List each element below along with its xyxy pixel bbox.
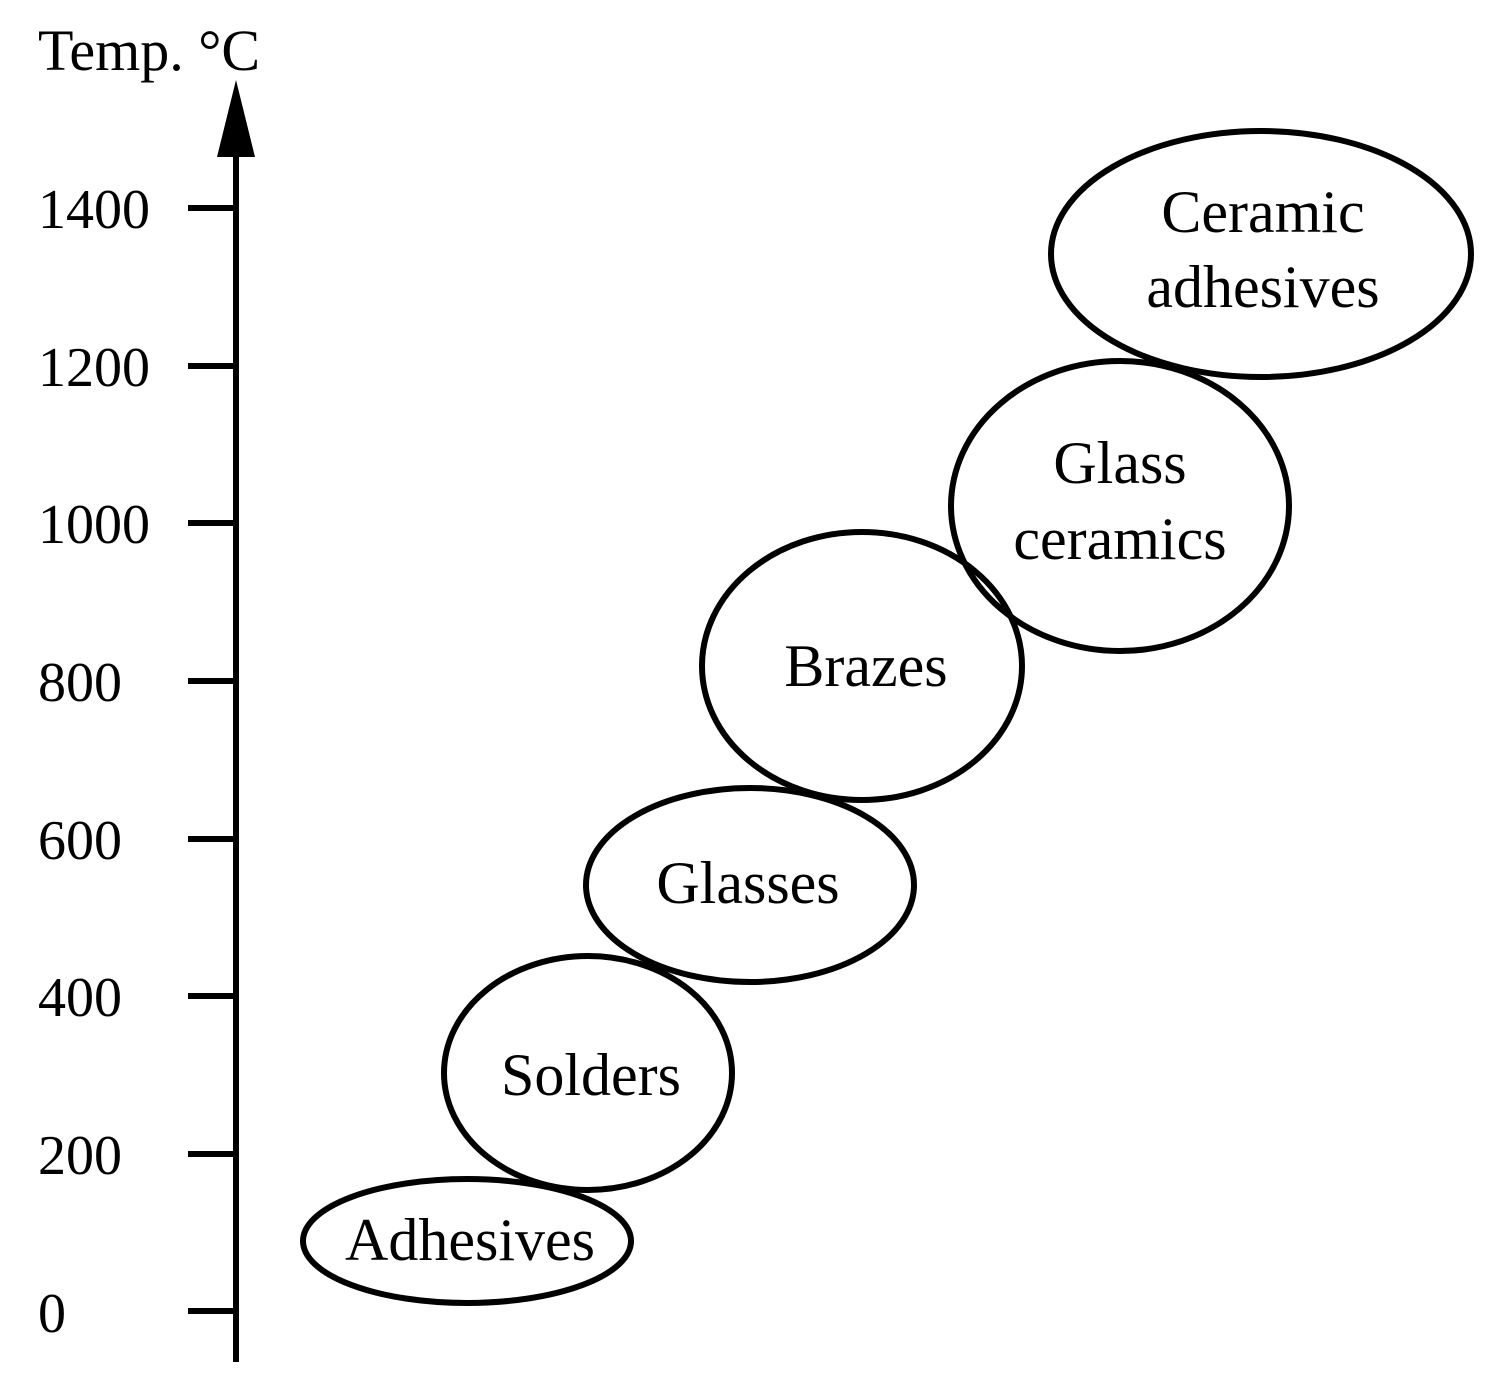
region-adhesives: Adhesives xyxy=(300,1176,634,1306)
region-glasses-ellipse xyxy=(583,785,917,985)
tick-label: 0 xyxy=(38,1283,66,1345)
region-brazes-ellipse xyxy=(699,529,1025,803)
region-ceramic-adhesives-label-line1: Ceramic xyxy=(1161,179,1364,245)
region-ceramic-adhesives-ellipse xyxy=(1048,128,1474,380)
region-solders-label: Solders xyxy=(501,1042,681,1108)
tick-label: 200 xyxy=(38,1125,122,1187)
region-glasses: Glasses xyxy=(583,785,917,985)
region-adhesives-label: Adhesives xyxy=(345,1207,595,1273)
region-glasses-label: Glasses xyxy=(656,850,839,916)
region-brazes: Brazes xyxy=(699,529,1025,803)
tick-label: 1200 xyxy=(38,337,150,399)
region-glass-ceramics-ellipse xyxy=(948,358,1292,654)
region-ceramic-adhesives-label-line2: adhesives xyxy=(1146,254,1379,320)
tick-label: 800 xyxy=(38,652,122,714)
tick-label: 1000 xyxy=(38,494,150,556)
axis-arrow-icon xyxy=(217,80,255,157)
axis-title: Temp. °C xyxy=(38,18,260,83)
tick-label: 600 xyxy=(38,810,122,872)
tick-label: 400 xyxy=(38,967,122,1029)
region-glass-ceramics-label-line1: Glass xyxy=(1053,430,1186,496)
region-solders: Solders xyxy=(441,953,735,1193)
region-adhesives-ellipse xyxy=(300,1176,634,1306)
tick-label: 1400 xyxy=(38,179,150,241)
region-brazes-label: Brazes xyxy=(784,633,947,699)
region-glass-ceramics: Glass ceramics xyxy=(948,358,1292,654)
region-ceramic-adhesives: Ceramic adhesives xyxy=(1048,128,1474,380)
region-solders-ellipse xyxy=(441,953,735,1193)
region-glass-ceramics-label-line2: ceramics xyxy=(1013,506,1226,572)
